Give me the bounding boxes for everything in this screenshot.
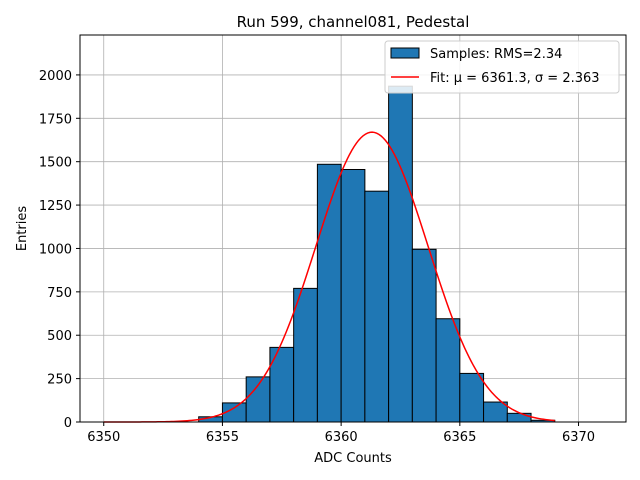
x-tick-label-2: 6360 (325, 430, 358, 445)
histogram-bars (198, 85, 556, 423)
x-axis-label: ADC Counts (314, 451, 392, 466)
y-tick-label-8: 2000 (39, 69, 72, 84)
plot-frame (79, 34, 627, 423)
y-tick-label-3: 750 (47, 286, 72, 301)
x-tick-label-0: 6350 (87, 430, 120, 445)
x-tick-label-4: 6370 (562, 430, 595, 445)
y-tick-label-7: 1750 (39, 112, 72, 127)
y-tick-label-0: 0 (64, 416, 72, 431)
chart-title: Run 599, channel081, Pedestal (237, 13, 470, 31)
legend: Samples: RMS=2.34 Fit: μ = 6361.3, σ = 2… (384, 40, 620, 94)
y-tick-label-5: 1250 (39, 199, 72, 214)
histogram-bar-7 (364, 190, 390, 423)
legend-label-fit: Fit: μ = 6361.3, σ = 2.363 (430, 71, 600, 86)
histogram-bar-9 (411, 248, 437, 423)
histogram-bar-2 (245, 376, 271, 423)
legend-patch-samples (390, 47, 420, 59)
x-tick-label-3: 6365 (443, 430, 476, 445)
histogram-bar-6 (340, 168, 366, 423)
y-tick-label-4: 1000 (39, 242, 72, 257)
y-axis-label: Entries (15, 206, 30, 252)
x-tick-label-1: 6355 (206, 430, 239, 445)
histogram-bar-12 (483, 401, 508, 423)
axis-ticks: 6350 6355 6360 6365 6370 0 250 500 750 1000 1250 15… (39, 69, 595, 445)
y-tick-label-1: 250 (47, 373, 72, 388)
histogram-bar-10 (435, 318, 461, 423)
y-tick-label-2: 500 (47, 329, 72, 344)
histogram-bar-11 (459, 372, 485, 423)
histogram-bar-4 (293, 287, 318, 423)
legend-label-samples: Samples: RMS=2.34 (430, 47, 562, 62)
fit-curve (103, 131, 555, 423)
histogram-bar-8 (388, 85, 413, 423)
y-tick-label-6: 1500 (39, 156, 72, 171)
histogram-bar-13 (506, 412, 532, 423)
legend-box (384, 40, 620, 94)
